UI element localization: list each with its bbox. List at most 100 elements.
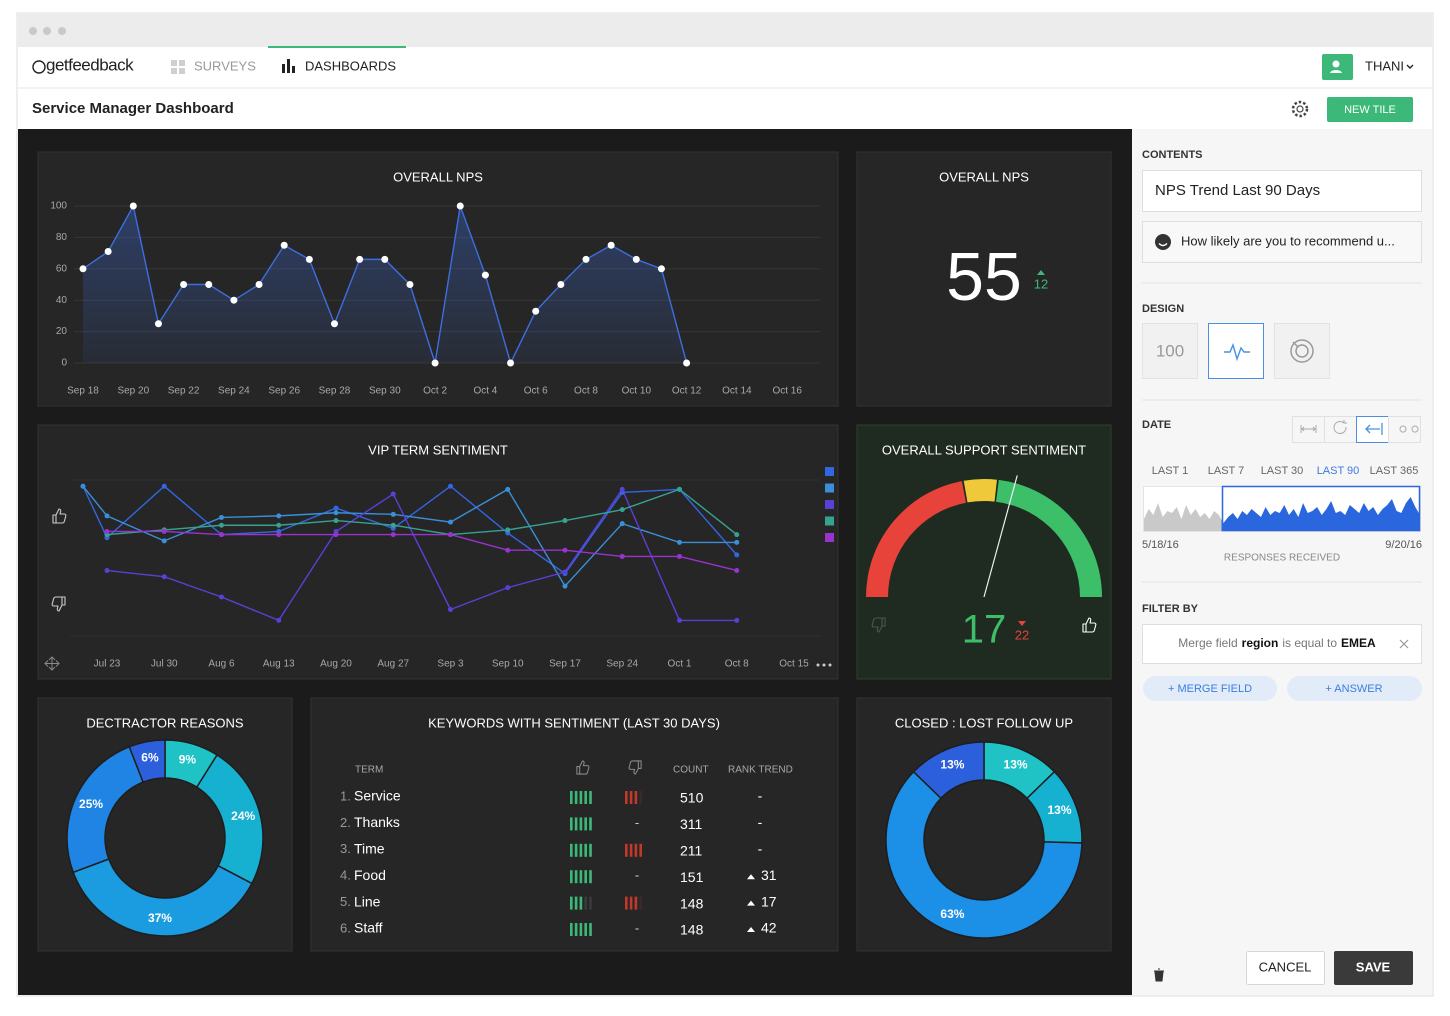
x-tick-label: Oct 16 bbox=[772, 386, 802, 397]
point bbox=[276, 617, 282, 623]
logo[interactable]: getfeedback bbox=[46, 55, 135, 74]
point bbox=[734, 532, 740, 538]
new-tile-button[interactable] bbox=[1327, 97, 1413, 122]
point bbox=[507, 359, 515, 367]
point bbox=[505, 486, 511, 492]
vip-decor bbox=[44, 508, 832, 671]
design-option-selected[interactable] bbox=[1208, 323, 1264, 379]
nav-item[interactable]: SURVEYS bbox=[194, 58, 256, 73]
bar-slot bbox=[570, 923, 573, 936]
question-icon bbox=[1158, 243, 1168, 247]
point bbox=[619, 486, 625, 492]
more-icon bbox=[816, 663, 820, 667]
filter-chip[interactable] bbox=[1142, 624, 1422, 664]
window-dot[interactable] bbox=[29, 27, 37, 35]
point bbox=[305, 255, 313, 263]
row-term: Thanks bbox=[354, 814, 400, 830]
date-range[interactable]: LAST 30 bbox=[1261, 465, 1304, 477]
point bbox=[161, 528, 167, 534]
user-name[interactable]: THANI bbox=[1365, 58, 1404, 73]
point bbox=[505, 585, 511, 591]
point bbox=[381, 255, 389, 263]
x-tick-label: Oct 4 bbox=[473, 386, 497, 397]
chevron[interactable] bbox=[1406, 64, 1414, 69]
row-rank: 1. bbox=[340, 788, 351, 803]
button-label[interactable]: SAVE bbox=[1356, 959, 1391, 974]
tile-title: OVERALL NPS bbox=[939, 169, 1029, 184]
x-tick-label: Sep 18 bbox=[67, 386, 99, 397]
nav-item[interactable]: DASHBOARDS bbox=[305, 58, 396, 73]
add-answer-button[interactable] bbox=[1287, 676, 1422, 701]
point bbox=[333, 532, 339, 538]
question-select[interactable] bbox=[1142, 221, 1422, 263]
infinity-icon bbox=[1399, 425, 1419, 433]
bar-slot bbox=[634, 791, 638, 804]
point bbox=[431, 359, 439, 367]
design-option[interactable] bbox=[1274, 323, 1330, 379]
x-tick-label: Aug 27 bbox=[377, 659, 409, 670]
cancel-button[interactable] bbox=[1246, 951, 1325, 985]
x-tick-label: Oct 12 bbox=[672, 386, 702, 397]
point bbox=[557, 281, 565, 288]
point bbox=[161, 483, 167, 489]
row-trend: - bbox=[758, 841, 763, 857]
window-dot[interactable] bbox=[58, 27, 66, 35]
point bbox=[734, 552, 740, 558]
date-range[interactable]: LAST 1 bbox=[1152, 465, 1189, 477]
text-input[interactable] bbox=[1142, 170, 1422, 212]
more-icon bbox=[822, 663, 826, 667]
tile[interactable] bbox=[310, 697, 839, 952]
point bbox=[80, 483, 86, 489]
refresh-icon bbox=[1333, 420, 1347, 434]
slice-label: 6% bbox=[141, 751, 159, 765]
row-trend: 42 bbox=[761, 920, 777, 936]
design-number[interactable]: 100 bbox=[1156, 341, 1184, 360]
bar-slot bbox=[584, 843, 587, 857]
change-arrow bbox=[1037, 270, 1045, 275]
point bbox=[481, 271, 489, 279]
bar-slot bbox=[629, 896, 633, 910]
row-trend: - bbox=[758, 814, 763, 830]
title-bar bbox=[18, 14, 1432, 47]
gauge-needle bbox=[983, 475, 1018, 598]
tile-name[interactable]: NPS Trend Last 90 Days bbox=[1155, 182, 1320, 199]
point bbox=[448, 532, 453, 538]
bar-slot bbox=[625, 791, 628, 804]
delete-icon[interactable] bbox=[1154, 968, 1164, 982]
button-label[interactable]: + ANSWER bbox=[1325, 683, 1382, 695]
settings-icon[interactable] bbox=[1291, 100, 1309, 118]
responses-chart: 5/18/16 9/20/16 RESPONSES RECEIVED bbox=[1142, 497, 1422, 564]
date-range[interactable]: LAST 365 bbox=[1370, 465, 1419, 477]
trend-arrow bbox=[747, 900, 755, 906]
date-mode[interactable] bbox=[1324, 416, 1357, 443]
date-range-active[interactable]: LAST 90 bbox=[1317, 465, 1360, 477]
x-tick-label: Oct 10 bbox=[622, 386, 652, 397]
settings-icon bbox=[1296, 105, 1304, 113]
button-label[interactable]: CANCEL bbox=[1259, 959, 1312, 974]
question-text[interactable]: How likely are you to recommend u... bbox=[1181, 233, 1395, 248]
add-merge-field-button[interactable] bbox=[1143, 676, 1277, 701]
bar-slot bbox=[579, 923, 583, 936]
button-label[interactable]: + MERGE FIELD bbox=[1168, 683, 1252, 695]
slice-label: 13% bbox=[1048, 803, 1072, 817]
design-option[interactable] bbox=[1142, 323, 1198, 379]
point bbox=[562, 518, 568, 524]
bar-slot bbox=[570, 896, 573, 910]
row-count: 148 bbox=[680, 922, 704, 938]
remove-filter[interactable] bbox=[1399, 639, 1409, 649]
point bbox=[331, 320, 338, 328]
window-dot[interactable] bbox=[43, 27, 51, 35]
point bbox=[280, 241, 288, 249]
point bbox=[406, 281, 414, 288]
bar-slot bbox=[589, 896, 592, 910]
new-tile-label[interactable]: NEW TILE bbox=[1344, 104, 1396, 116]
point bbox=[632, 255, 640, 263]
line-icon bbox=[1224, 342, 1250, 362]
save-button[interactable] bbox=[1334, 951, 1413, 985]
date-mode[interactable] bbox=[1388, 416, 1421, 443]
date-range[interactable]: LAST 7 bbox=[1208, 465, 1245, 477]
point bbox=[390, 522, 396, 528]
x-tick-label: Oct 8 bbox=[574, 386, 598, 397]
range-brush[interactable] bbox=[1221, 485, 1421, 532]
